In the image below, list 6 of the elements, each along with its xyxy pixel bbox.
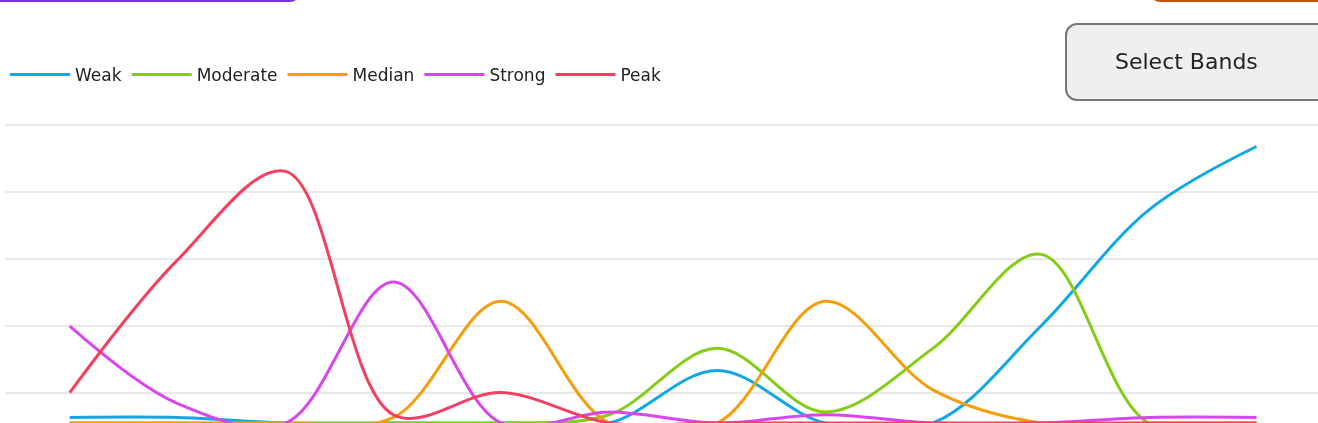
legend-label: Median: [352, 65, 415, 86]
legend-label: Moderate: [196, 65, 278, 86]
text: Select Bands: [1065, 23, 1318, 101]
legend-label: Weak: [75, 65, 122, 86]
legend-label: Strong: [489, 65, 546, 86]
legend-label: Peak: [620, 65, 661, 86]
